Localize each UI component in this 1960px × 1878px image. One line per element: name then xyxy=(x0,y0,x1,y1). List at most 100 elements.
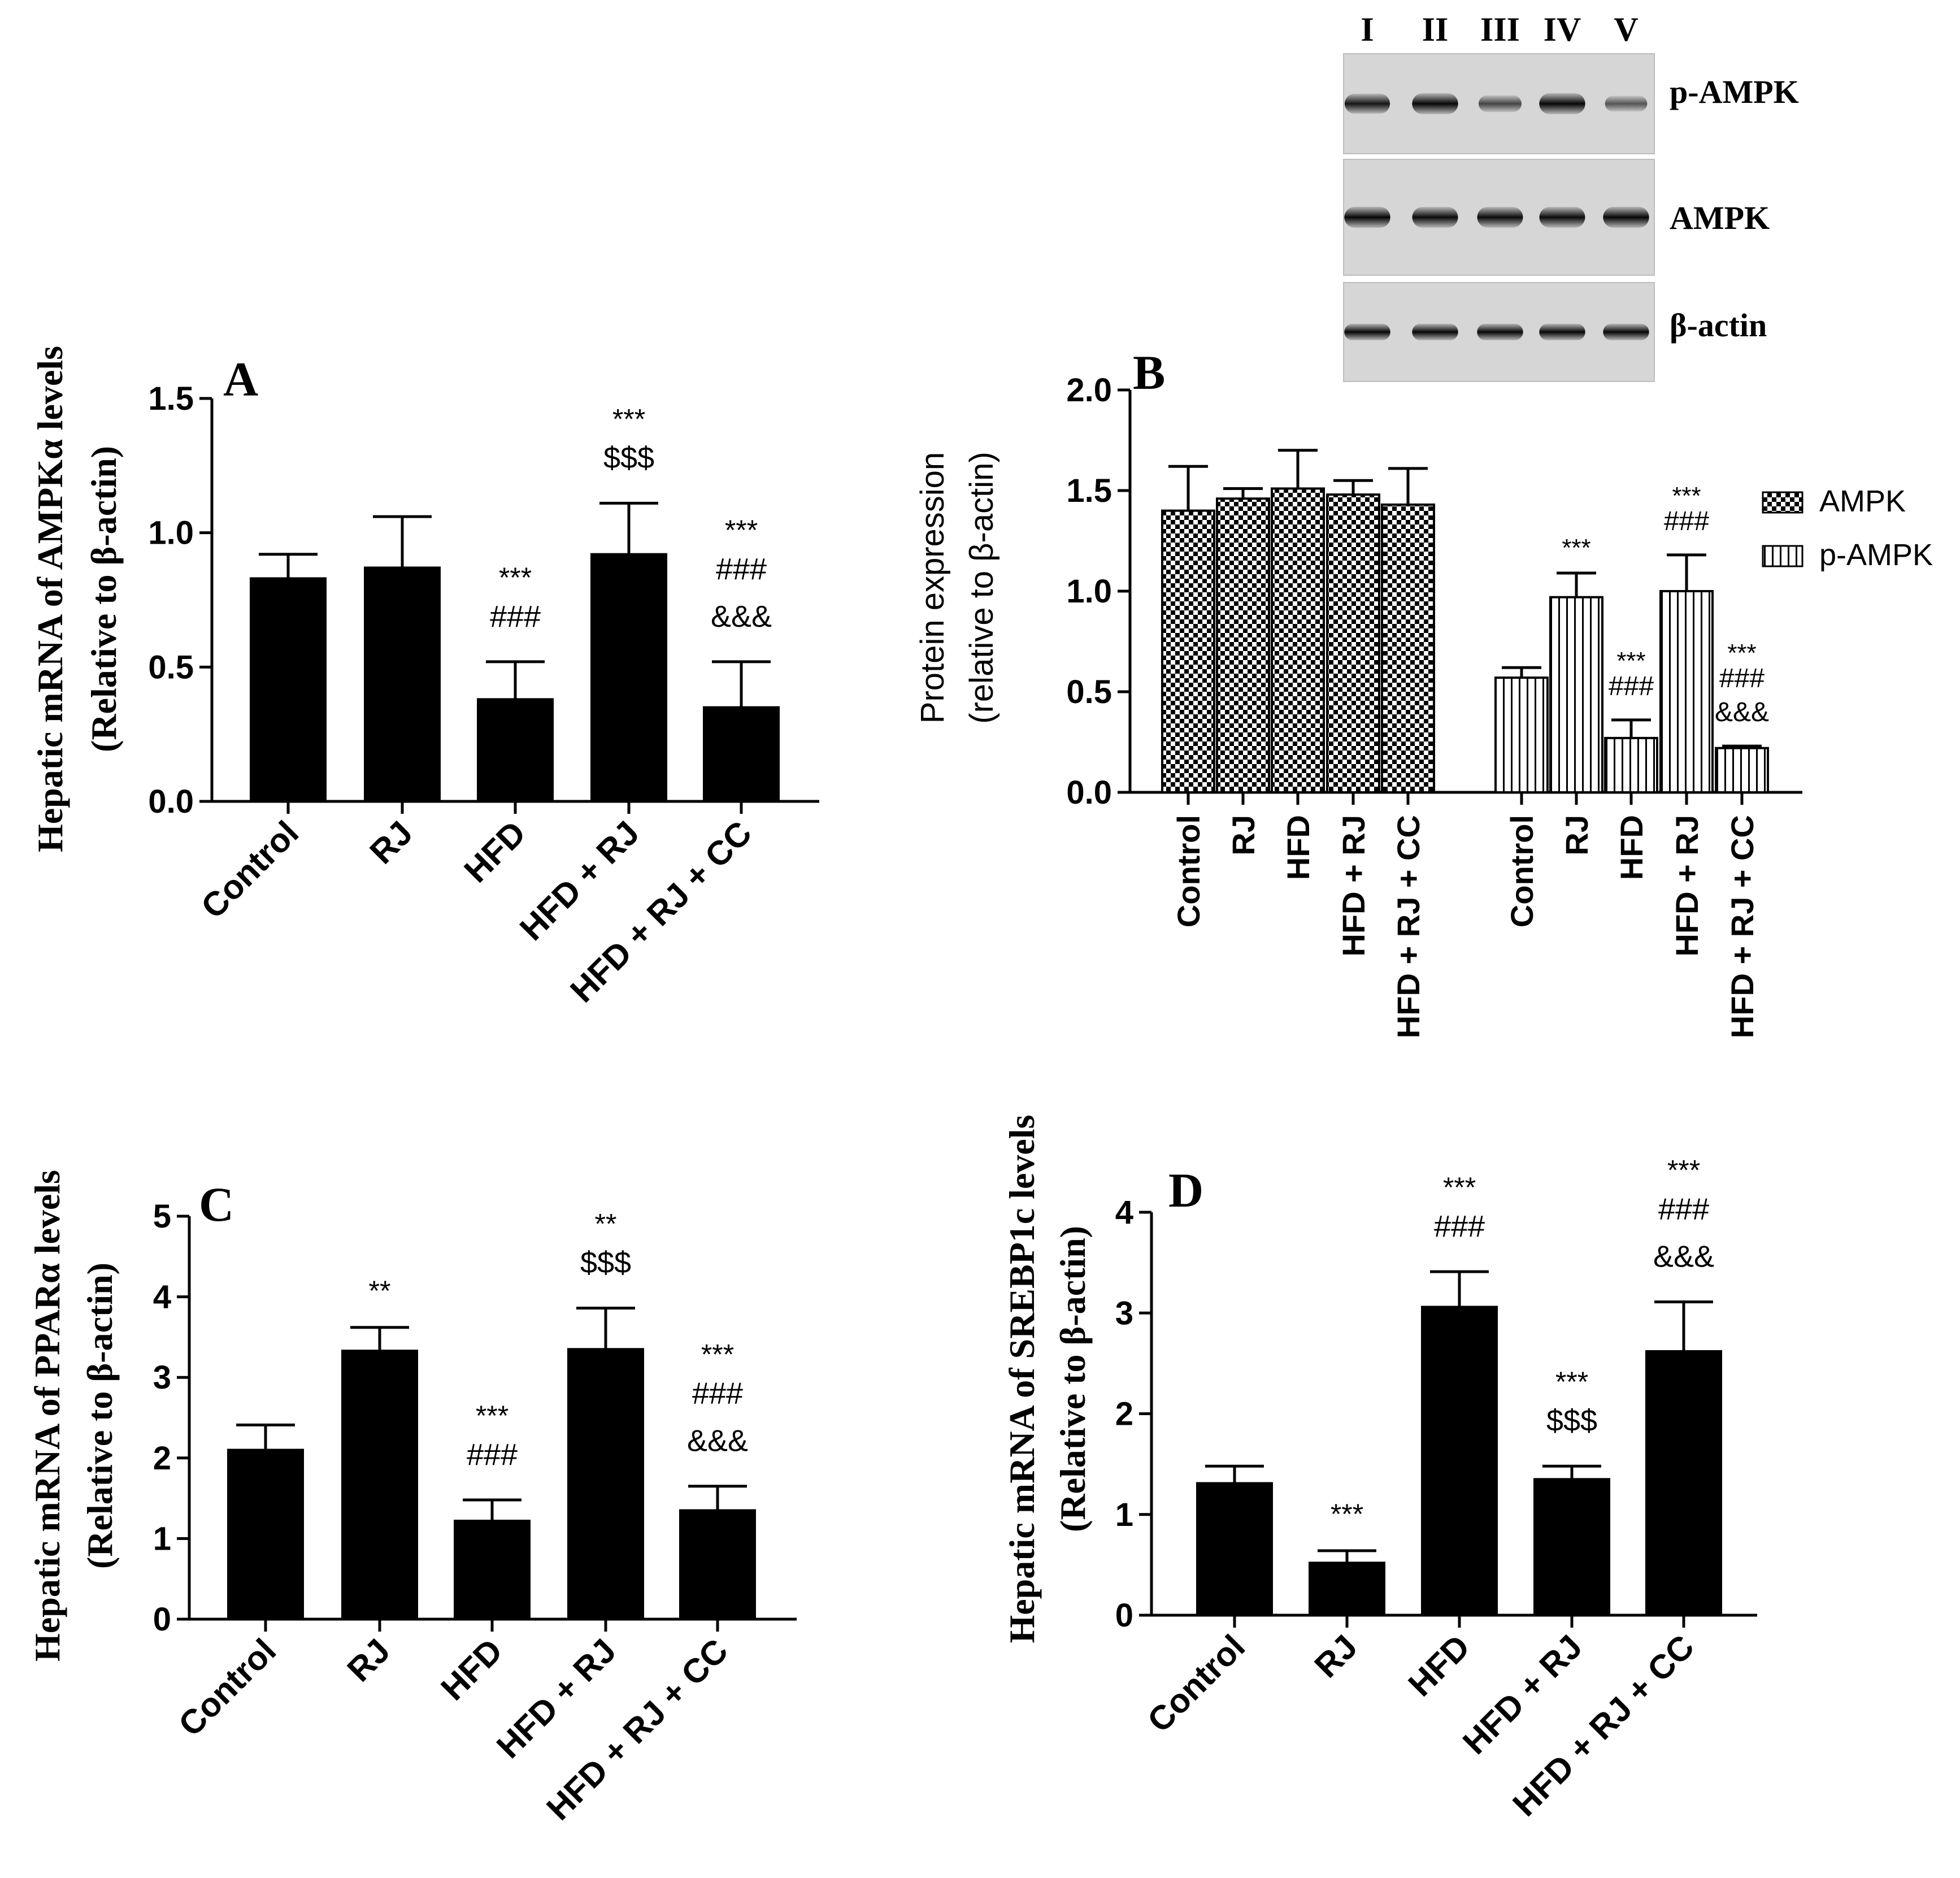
blot-band xyxy=(1477,207,1523,228)
blot-row-label: β-actin xyxy=(1670,307,1767,344)
y-tick-label: 2.0 xyxy=(1066,372,1112,409)
blot-band xyxy=(1412,93,1458,115)
significance-label: $$$ xyxy=(1546,1404,1597,1438)
significance-label: ### xyxy=(467,1438,518,1472)
bar-control xyxy=(1494,676,1549,793)
bar-hfd-rj xyxy=(1533,1478,1610,1617)
blot-row-label: p-AMPK xyxy=(1670,73,1799,110)
significance-label: *** xyxy=(1331,1498,1363,1530)
significance-label: ### xyxy=(1434,1209,1485,1243)
significance-label: ### xyxy=(1658,1192,1709,1226)
blot-band xyxy=(1477,323,1523,341)
bar-rj xyxy=(1309,1562,1385,1617)
bar-hfd-rj-cc xyxy=(1715,747,1769,794)
bar-rj xyxy=(1216,497,1270,793)
y-tick-label: 0.5 xyxy=(148,649,194,686)
y-tick-label: 0.0 xyxy=(148,783,194,820)
panel-letter: D xyxy=(1168,1163,1203,1217)
legend-label: AMPK xyxy=(1819,484,1906,518)
series: Control RJ***HFD***###HFD + RJ***$$$HFD +… xyxy=(1140,1155,1722,1824)
blot-lane-label: I xyxy=(1361,11,1374,48)
significance-label: ### xyxy=(692,1377,743,1411)
blot-row-actin: β-actin xyxy=(1343,282,1767,382)
series-ampk: Control RJ HFD HFD + RJ HFD + RJ + CC xyxy=(1161,449,1435,1038)
x-tick-label: HFD xyxy=(1280,815,1316,880)
significance-label: &&& xyxy=(711,600,772,634)
y-tick-label: 1 xyxy=(1115,1497,1133,1533)
y-tick-label: 2 xyxy=(153,1440,171,1477)
bar-hfd xyxy=(1421,1306,1498,1616)
blot-band xyxy=(1539,93,1585,115)
y-axis-label: Hepatic mRNA of PPARα levels xyxy=(27,1170,67,1662)
blot-rows: p-AMPK AMPK β-actin xyxy=(1343,53,1799,382)
significance-label: *** xyxy=(1555,1366,1588,1398)
y-tick-label: 2 xyxy=(1115,1396,1133,1433)
bar-rj xyxy=(1549,596,1603,794)
x-tick-label: HFD xyxy=(1401,1628,1477,1704)
y-tick-label: 1.5 xyxy=(1066,472,1112,509)
significance-label: ### xyxy=(1664,506,1709,536)
significance-label: ** xyxy=(369,1275,391,1307)
series-p-ampk: Control RJ***HFD***###HFD + RJ***###HFD +… xyxy=(1494,482,1769,1038)
blot-lane-label: III xyxy=(1480,11,1520,48)
x-tick-label: RJ xyxy=(340,1632,398,1689)
y-axis-label: Hepatic mRNA of AMPKα levels xyxy=(30,346,70,852)
y-tick-label: 0 xyxy=(153,1601,171,1638)
x-tick-label: HFD + RJ + CC xyxy=(1390,815,1426,1038)
significance-label: &&& xyxy=(687,1424,748,1458)
legend-swatch xyxy=(1762,491,1803,514)
x-tick-label: HFD xyxy=(1614,815,1649,880)
blot-band xyxy=(1605,96,1648,112)
x-tick-label: RJ xyxy=(1559,815,1594,856)
blot-band xyxy=(1539,207,1585,228)
blot-band xyxy=(1479,95,1522,112)
bar-hfd-rj-cc xyxy=(1381,503,1435,793)
significance-label: ### xyxy=(1609,671,1654,701)
x-tick-label: RJ xyxy=(363,814,420,871)
y-tick-label: 1 xyxy=(153,1520,171,1557)
significance-label: *** xyxy=(1616,647,1645,675)
blot-band xyxy=(1412,323,1458,341)
significance-label: $$$ xyxy=(580,1246,631,1280)
bar-hfd-rj-cc xyxy=(679,1509,756,1620)
y-tick-label: 4 xyxy=(1115,1194,1133,1231)
significance-label: *** xyxy=(701,1339,734,1370)
significance-label: *** xyxy=(725,514,758,546)
blot-lane-label: V xyxy=(1614,11,1638,48)
x-tick-label: HFD + RJ + CC xyxy=(1724,815,1760,1038)
x-tick-label: Control xyxy=(171,1632,283,1743)
panel-a: 0.0 0.5 1.0 1.5 A Hepatic mRNA of AMPKα level… xyxy=(30,346,819,1010)
y-tick-label: 0.5 xyxy=(1066,674,1112,710)
series: Control RJ HFD***###HFD + RJ***$$$HFD + RJ… xyxy=(194,403,780,1010)
x-tick-label: HFD xyxy=(457,814,533,890)
panel-c: 0 1 2 3 4 5 C Hepatic mRNA of PPARα levels (Rela… xyxy=(27,1170,797,1828)
bar-hfd-rj-cc xyxy=(703,706,780,803)
x-tick-label: HFD + RJ xyxy=(1669,815,1705,957)
bar-hfd-rj xyxy=(1659,590,1714,793)
significance-label: *** xyxy=(1672,482,1701,510)
y-axis-label: (Relative to β-actin) xyxy=(84,446,124,752)
blot-row-label: AMPK xyxy=(1670,199,1770,236)
blot-row-ampk: AMPK xyxy=(1343,159,1770,276)
blot-lane-label: IV xyxy=(1544,11,1581,48)
bar-rj xyxy=(341,1350,418,1621)
blot-band xyxy=(1603,323,1649,341)
bar-hfd xyxy=(1604,736,1658,794)
series: Control RJ**HFD***###HFD + RJ**$$$HFD + R… xyxy=(171,1208,756,1828)
legend-swatch xyxy=(1762,545,1803,567)
significance-label: &&& xyxy=(1653,1240,1714,1274)
x-tick-label: RJ xyxy=(1225,815,1261,856)
significance-label: *** xyxy=(1727,639,1756,667)
x-tick-label: HFD xyxy=(434,1632,510,1708)
bar-hfd-rj xyxy=(590,553,667,803)
significance-label: *** xyxy=(1667,1155,1700,1186)
y-tick-label: 5 xyxy=(153,1198,171,1235)
significance-label: *** xyxy=(1443,1172,1476,1203)
bar-hfd xyxy=(454,1520,531,1621)
legend-label: p-AMPK xyxy=(1819,538,1933,572)
x-tick-label: Control xyxy=(1171,815,1206,927)
bar-rj xyxy=(364,566,441,803)
panel-letter: A xyxy=(223,352,258,406)
